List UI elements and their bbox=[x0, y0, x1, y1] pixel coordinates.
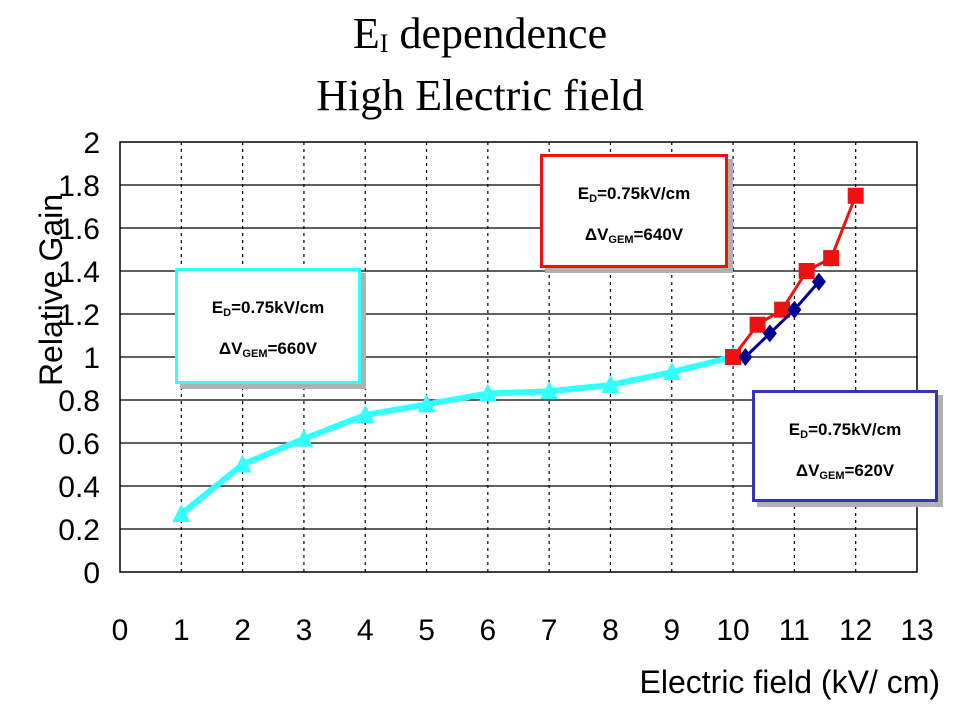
data-point bbox=[749, 316, 766, 333]
y-axis-ticks: 0 0.2 0.4 0.6 0.8 1 1.2 1.4 1.6 1.8 2 bbox=[58, 127, 100, 590]
title-line-1: EI dependence bbox=[0, 8, 960, 70]
annotation-line-ed: ED=0.75kV/cm bbox=[211, 298, 325, 319]
title-line-2: High Electric field bbox=[316, 71, 644, 120]
annotation-line-dv: ΔVGEM=660V bbox=[218, 339, 318, 360]
series-1 bbox=[725, 187, 864, 365]
y-tick-label: 1.6 bbox=[58, 213, 100, 246]
data-point bbox=[823, 250, 840, 267]
annotation-line-ed: ED=0.75kV/cm bbox=[788, 420, 902, 441]
title-subscript: I bbox=[379, 29, 389, 58]
annotation-line-dv: ΔVGEM=640V bbox=[584, 225, 684, 246]
x-tick-label: 2 bbox=[234, 614, 251, 647]
data-point bbox=[540, 381, 559, 400]
series-0 bbox=[172, 347, 743, 522]
annotation-line-ed: ED=0.75kV/cm bbox=[577, 184, 691, 205]
x-tick-label: 1 bbox=[173, 614, 190, 647]
y-tick-label: 1 bbox=[83, 342, 100, 375]
y-tick-label: 2 bbox=[83, 127, 100, 160]
data-point bbox=[762, 324, 777, 343]
x-tick-label: 8 bbox=[602, 614, 619, 647]
data-point bbox=[798, 263, 815, 279]
data-point bbox=[233, 454, 252, 473]
annotation-box-620v: ED=0.75kV/cm ΔVGEM=620V bbox=[752, 390, 938, 502]
y-tick-label: 1.4 bbox=[58, 256, 100, 289]
x-tick-label: 12 bbox=[839, 614, 872, 647]
y-tick-label: 1.8 bbox=[58, 170, 100, 203]
data-point bbox=[847, 187, 864, 204]
annotation-line-dv: ΔVGEM=620V bbox=[795, 461, 895, 482]
x-tick-label: 10 bbox=[716, 614, 749, 647]
x-tick-label: 6 bbox=[480, 614, 497, 647]
x-tick-label: 0 bbox=[112, 614, 129, 647]
chart-title: EI dependence High Electric field bbox=[0, 8, 960, 122]
x-tick-label: 3 bbox=[296, 614, 313, 647]
y-tick-label: 0.6 bbox=[58, 428, 100, 461]
x-tick-label: 9 bbox=[663, 614, 680, 647]
data-point bbox=[774, 301, 791, 318]
series-line bbox=[743, 280, 821, 359]
x-tick-label: 11 bbox=[779, 614, 810, 647]
title-e: E bbox=[352, 9, 380, 58]
data-point bbox=[356, 405, 375, 424]
data-point bbox=[738, 348, 753, 366]
annotation-box-660v: ED=0.75kV/cm ΔVGEM=660V bbox=[175, 268, 361, 384]
data-point bbox=[725, 349, 742, 365]
x-tick-label: 4 bbox=[357, 614, 374, 647]
y-tick-label: 1.2 bbox=[58, 299, 100, 332]
data-point bbox=[294, 428, 313, 447]
y-tick-label: 0.4 bbox=[58, 471, 100, 504]
data-point bbox=[662, 362, 681, 381]
x-tick-label: 13 bbox=[900, 614, 933, 647]
x-axis-label: Electric field (kV/ cm) bbox=[640, 664, 940, 700]
data-point bbox=[601, 374, 620, 393]
y-tick-label: 0.2 bbox=[58, 514, 100, 547]
annotation-box-640v: ED=0.75kV/cm ΔVGEM=640V bbox=[540, 154, 728, 268]
x-tick-label: 5 bbox=[418, 614, 435, 647]
series-line bbox=[178, 354, 737, 517]
data-point bbox=[417, 394, 436, 413]
data-point bbox=[811, 272, 826, 291]
y-tick-label: 0 bbox=[83, 557, 100, 590]
x-axis-ticks: 0 1 2 3 4 5 6 7 8 9 10 11 12 13 bbox=[112, 614, 934, 647]
x-tick-label: 7 bbox=[541, 614, 558, 647]
series-group bbox=[172, 187, 864, 522]
y-tick-label: 0.8 bbox=[58, 385, 100, 418]
y-axis-label: Relative Gain bbox=[33, 194, 69, 386]
data-point bbox=[172, 503, 191, 522]
data-point bbox=[478, 383, 497, 402]
plot-area bbox=[119, 141, 918, 573]
data-point bbox=[787, 300, 802, 319]
series-2 bbox=[738, 272, 826, 366]
title-rest: dependence bbox=[388, 9, 608, 58]
